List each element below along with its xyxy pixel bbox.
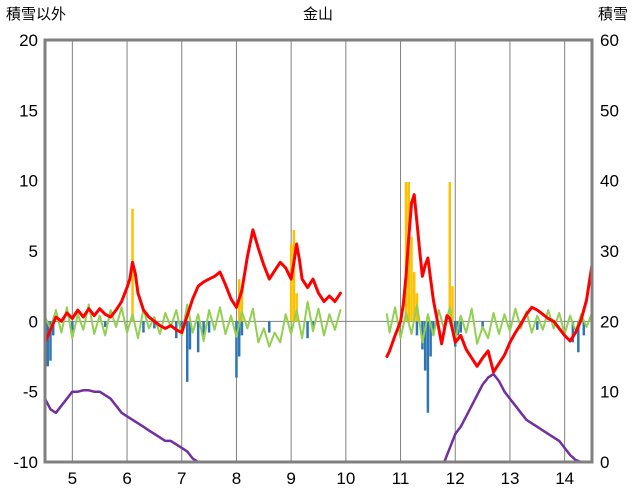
negative-bars-bar (207, 321, 211, 333)
x-axis-tick-label: 14 (555, 469, 574, 488)
negative-bars-bar (235, 321, 238, 378)
x-axis-tick-label: 7 (177, 469, 186, 488)
plot-background (45, 40, 592, 462)
x-axis-tick-label: 8 (232, 469, 241, 488)
left-axis-tick-label: 10 (19, 172, 38, 191)
negative-bars-bar (142, 321, 145, 333)
negative-bars-bar (582, 321, 586, 336)
negative-bars-bar (306, 321, 309, 339)
negative-bars-bar (237, 321, 241, 357)
positive-bars-bar (292, 229, 296, 322)
temperature-line (43, 228, 342, 344)
positive-bars-bar (404, 182, 408, 322)
positive-bars-bar (289, 243, 293, 322)
negative-bars-bar (432, 321, 435, 336)
right-axis-tick-label: 50 (600, 101, 619, 120)
snow-depth-line (43, 372, 594, 464)
left-axis-title: 積雪以外 (6, 6, 67, 23)
left-axis-tick-label: -10 (13, 453, 38, 472)
positive-bars-bar (451, 286, 454, 322)
negative-bars-bar (185, 321, 189, 382)
negative-bars-bar (421, 321, 424, 350)
x-axis-tick-label: 6 (122, 469, 131, 488)
x-axis-tick-label: 12 (446, 469, 465, 488)
temperature-line (385, 193, 594, 374)
left-axis-tick-label: 0 (29, 312, 38, 331)
right-axis-tick-label: 10 (600, 383, 619, 402)
negative-bars-bar (429, 321, 432, 357)
positive-bars-bar (240, 290, 244, 322)
negative-bars-bar (415, 321, 419, 336)
x-axis-tick-label: 13 (500, 469, 519, 488)
right-axis-tick-label: 0 (600, 453, 609, 472)
negative-bars-bar (51, 321, 55, 336)
negative-bars-bar (49, 321, 52, 361)
left-axis-tick-label: 20 (19, 31, 38, 50)
negative-bars-bar (202, 321, 205, 336)
positive-bars-bar (410, 236, 413, 322)
negative-bars-bar (103, 321, 107, 327)
negative-bars-bar (311, 321, 315, 329)
x-axis-tick-label: 9 (286, 469, 295, 488)
negative-bars-bar (459, 321, 462, 333)
negative-bars-bar (153, 321, 156, 329)
left-axis-tick-label: 15 (19, 101, 38, 120)
negative-bars-bar (71, 321, 74, 330)
negative-bars-bar (426, 321, 430, 413)
right-axis-tick-label: 20 (600, 312, 619, 331)
right-axis-title: 積雪 (597, 6, 628, 23)
negative-bars-bar (423, 321, 427, 371)
negative-bars-bar (46, 321, 49, 367)
green-series-line (44, 300, 342, 348)
negative-bars-bar (188, 321, 192, 350)
negative-bars-bar (536, 321, 539, 330)
right-axis-tick-label: 60 (600, 31, 619, 50)
negative-bars-bar (268, 321, 271, 333)
right-axis-tick-label: 40 (600, 172, 619, 191)
right-axis-tick-label: 30 (600, 242, 619, 261)
green-series-line (385, 303, 593, 345)
negative-bars-bar (180, 321, 183, 333)
left-axis-tick-label: -5 (23, 383, 38, 402)
negative-bars-bar (240, 321, 244, 336)
negative-bars-bar (481, 321, 484, 329)
chart-title: 金山 (302, 6, 333, 23)
plot-border (43, 38, 594, 464)
x-axis-tick-label: 11 (392, 469, 410, 488)
x-axis-tick-label: 5 (68, 469, 77, 488)
negative-bars-bar (577, 321, 580, 353)
positive-bars-bar (295, 293, 298, 322)
x-axis-tick-label: 10 (336, 469, 355, 488)
positive-bars-bar (412, 272, 416, 322)
negative-bars-bar (196, 321, 200, 353)
left-axis-tick-label: 5 (29, 242, 38, 261)
positive-bars-bar (448, 182, 452, 322)
negative-bars-bar (571, 321, 575, 343)
